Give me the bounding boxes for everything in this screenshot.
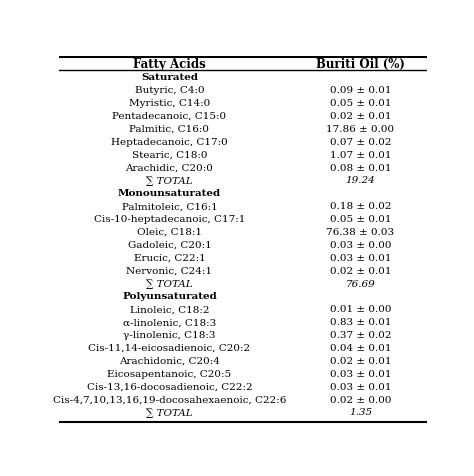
Text: 76.38 ± 0.03: 76.38 ± 0.03 (327, 228, 394, 237)
Text: 0.83 ± 0.01: 0.83 ± 0.01 (330, 317, 391, 327)
Text: Buriti Oil (%): Buriti Oil (%) (316, 58, 405, 70)
Text: 0.18 ± 0.02: 0.18 ± 0.02 (330, 202, 391, 211)
Text: 0.05 ± 0.01: 0.05 ± 0.01 (330, 215, 391, 224)
Text: α-linolenic, C18:3: α-linolenic, C18:3 (123, 317, 216, 327)
Text: Eicosapentanoic, C20:5: Eicosapentanoic, C20:5 (108, 369, 231, 378)
Text: Cis-4,7,10,13,16,19-docosahexaenoic, C22:6: Cis-4,7,10,13,16,19-docosahexaenoic, C22… (53, 395, 286, 404)
Text: 76.69: 76.69 (346, 279, 375, 288)
Text: 0.09 ± 0.01: 0.09 ± 0.01 (330, 86, 391, 95)
Text: γ-linolenic, C18:3: γ-linolenic, C18:3 (123, 330, 216, 339)
Text: Palmitoleic, C16:1: Palmitoleic, C16:1 (121, 202, 218, 211)
Text: 19.24: 19.24 (346, 176, 375, 185)
Text: Cis-11,14-eicosadienoic, C20:2: Cis-11,14-eicosadienoic, C20:2 (88, 343, 251, 352)
Text: ∑ TOTAL: ∑ TOTAL (146, 176, 193, 185)
Text: Pentadecanoic, C15:0: Pentadecanoic, C15:0 (112, 112, 227, 121)
Text: Polyunsaturated: Polyunsaturated (122, 292, 217, 301)
Text: 0.02 ± 0.01: 0.02 ± 0.01 (330, 112, 391, 121)
Text: Nervonic, C24:1: Nervonic, C24:1 (127, 266, 212, 275)
Text: Monounsaturated: Monounsaturated (118, 189, 221, 198)
Text: Fatty Acids: Fatty Acids (133, 58, 206, 70)
Text: 0.03 ± 0.01: 0.03 ± 0.01 (330, 369, 391, 378)
Text: Butyric, C4:0: Butyric, C4:0 (135, 86, 204, 95)
Text: 0.08 ± 0.01: 0.08 ± 0.01 (330, 163, 391, 172)
Text: 0.02 ± 0.00: 0.02 ± 0.00 (330, 395, 391, 404)
Text: 1.07 ± 0.01: 1.07 ± 0.01 (330, 150, 391, 159)
Text: ∑ TOTAL: ∑ TOTAL (146, 407, 193, 417)
Text: Saturated: Saturated (141, 73, 198, 82)
Text: Arachidic, C20:0: Arachidic, C20:0 (126, 163, 213, 172)
Text: Palmitic, C16:0: Palmitic, C16:0 (129, 125, 210, 134)
Text: Cis-10-heptadecanoic, C17:1: Cis-10-heptadecanoic, C17:1 (94, 215, 245, 224)
Text: Gadoleic, C20:1: Gadoleic, C20:1 (128, 240, 211, 249)
Text: 0.05 ± 0.01: 0.05 ± 0.01 (330, 99, 391, 108)
Text: Linoleic, C18:2: Linoleic, C18:2 (130, 305, 209, 314)
Text: 0.07 ± 0.02: 0.07 ± 0.02 (330, 138, 391, 147)
Text: 1.35: 1.35 (349, 407, 372, 416)
Text: Stearic, C18:0: Stearic, C18:0 (132, 150, 207, 159)
Text: 0.03 ± 0.01: 0.03 ± 0.01 (330, 382, 391, 391)
Text: 0.02 ± 0.01: 0.02 ± 0.01 (330, 266, 391, 275)
Text: 0.03 ± 0.00: 0.03 ± 0.00 (330, 240, 391, 249)
Text: 0.02 ± 0.01: 0.02 ± 0.01 (330, 356, 391, 365)
Text: Erucic, C22:1: Erucic, C22:1 (134, 253, 205, 262)
Text: 17.86 ± 0.00: 17.86 ± 0.00 (327, 125, 394, 134)
Text: 0.03 ± 0.01: 0.03 ± 0.01 (330, 253, 391, 262)
Text: Myristic, C14:0: Myristic, C14:0 (129, 99, 210, 108)
Text: Arachidonic, C20:4: Arachidonic, C20:4 (119, 356, 220, 365)
Text: Oleic, C18:1: Oleic, C18:1 (137, 228, 202, 237)
Text: 0.04 ± 0.01: 0.04 ± 0.01 (330, 343, 391, 352)
Text: 0.01 ± 0.00: 0.01 ± 0.00 (330, 305, 391, 314)
Text: Heptadecanoic, C17:0: Heptadecanoic, C17:0 (111, 138, 228, 147)
Text: 0.37 ± 0.02: 0.37 ± 0.02 (330, 330, 391, 339)
Text: Cis-13,16-docosadienoic, C22:2: Cis-13,16-docosadienoic, C22:2 (87, 382, 252, 391)
Text: ∑ TOTAL: ∑ TOTAL (146, 279, 193, 288)
